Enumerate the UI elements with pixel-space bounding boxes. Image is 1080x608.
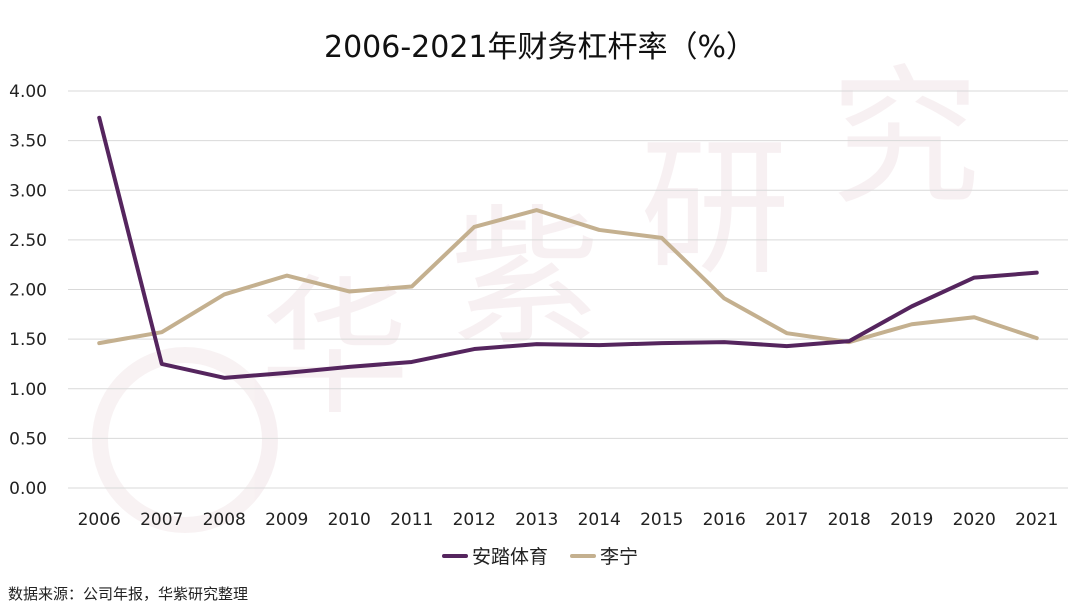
- x-tick-label: 2011: [390, 510, 433, 530]
- y-tick-label: 2.00: [9, 281, 47, 301]
- x-tick-label: 2018: [828, 510, 871, 530]
- watermark: 华紫研究: [92, 52, 980, 533]
- series-lines: [97, 115, 1039, 380]
- chart-title: 2006-2021年财务杠杆率（%）: [323, 30, 757, 65]
- x-tick-label: 2014: [578, 510, 621, 530]
- legend-item-lining: 李宁: [570, 542, 638, 569]
- x-tick-label: 2008: [203, 510, 246, 530]
- watermark-char: 究: [830, 52, 980, 226]
- x-tick-label: 2017: [765, 510, 808, 530]
- x-tick-label: 2006: [78, 510, 121, 530]
- x-tick-label: 2007: [140, 510, 183, 530]
- y-tick-label: 2.50: [9, 231, 47, 251]
- legend-label: 安踏体育: [471, 546, 548, 568]
- y-tick-label: 4.00: [9, 82, 47, 102]
- source-note: 数据来源：公司年报，华紫研究整理: [8, 585, 249, 603]
- series-line-0: [97, 115, 1039, 380]
- y-tick-label: 1.50: [9, 330, 47, 350]
- x-tick-label: 2010: [328, 510, 371, 530]
- y-tick-label: 1.00: [9, 380, 47, 400]
- x-tick-label: 2013: [515, 510, 558, 530]
- watermark-char: 研: [640, 122, 790, 296]
- line-chart: 华紫研究 0.00 0.50 1.00 1.50 2.00 2.50 3.00 3.50 4.0…: [9, 52, 1068, 533]
- x-tick-label: 2012: [453, 510, 496, 530]
- watermark-char: 紫: [450, 192, 600, 366]
- legend: 安踏体育 李宁: [0, 542, 1080, 569]
- x-tick-label: 2019: [890, 510, 933, 530]
- y-tick-label: 0.00: [9, 479, 47, 499]
- x-tick-label: 2016: [703, 510, 746, 530]
- x-tick-label: 2020: [953, 510, 996, 530]
- y-tick-label: 3.50: [9, 132, 47, 152]
- x-tick-label: 2015: [640, 510, 683, 530]
- y-tick-label: 3.00: [9, 181, 47, 201]
- y-axis-ticks: 0.00 0.50 1.00 1.50 2.00 2.50 3.00 3.50 4.00: [9, 82, 47, 499]
- watermark-char: 华: [260, 262, 410, 436]
- legend-swatch: [441, 553, 468, 558]
- y-tick-label: 0.50: [9, 429, 47, 449]
- watermark-logo: [92, 347, 278, 533]
- x-axis-ticks: 2006 2007 2008 2009 2010 2011 2012 2013 2014 2015…: [78, 510, 1059, 530]
- legend-item-anta: 安踏体育: [441, 542, 548, 569]
- legend-swatch: [570, 553, 596, 558]
- x-tick-label: 2009: [265, 510, 308, 530]
- series-line-1: [97, 208, 1039, 346]
- legend-label: 李宁: [600, 546, 639, 568]
- x-tick-label: 2021: [1015, 510, 1058, 530]
